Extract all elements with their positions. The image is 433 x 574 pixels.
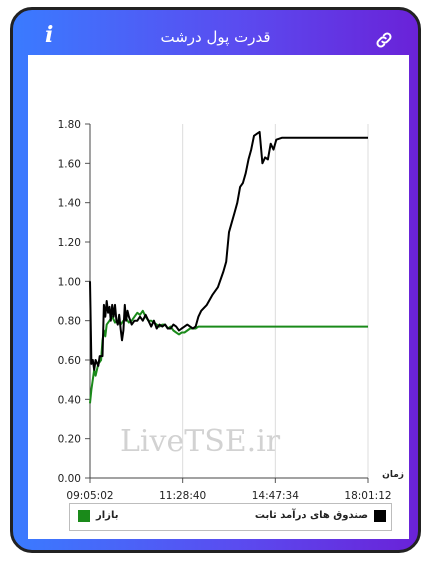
legend-label-fund: صندوق های درآمد ثابت <box>254 510 368 521</box>
y-tick-label: 0.80 <box>58 316 81 328</box>
y-tick-label: 0.00 <box>58 473 81 485</box>
y-tick-label: 1.80 <box>58 119 81 131</box>
x-tick-label: 11:28:40 <box>159 490 206 502</box>
legend-swatch-fund <box>374 510 386 522</box>
x-tick-label: 18:01:12 <box>344 490 391 502</box>
series-line-fund <box>89 130 368 371</box>
legend-item-market[interactable]: بازار <box>78 510 130 524</box>
line-chart: LiveTSE.ir 09:05:02 11:28:40 14:47:34 18:01… <box>58 119 404 502</box>
x-tick-label: 14:47:34 <box>252 490 299 502</box>
chart-panel: LiveTSE.ir 09:05:02 11:28:40 14:47:34 18:01… <box>28 55 409 539</box>
legend-swatch-market <box>78 510 90 522</box>
y-tick-label: 0.60 <box>58 355 81 367</box>
y-tick-label: 1.00 <box>58 276 81 288</box>
y-tick-label: 0.20 <box>58 434 81 446</box>
y-tick-label: 1.60 <box>58 158 81 170</box>
x-axis-label: زمان <box>382 470 404 480</box>
y-tick-label: 1.40 <box>58 198 81 210</box>
y-tick-label: 0.40 <box>58 394 81 406</box>
watermark: LiveTSE.ir <box>120 424 281 459</box>
card-header: i قدرت پول درشت <box>13 10 418 62</box>
info-icon[interactable]: i <box>45 22 54 48</box>
legend-label-market: بازار <box>96 510 119 521</box>
y-tick-label: 1.20 <box>58 237 81 249</box>
link-icon[interactable] <box>374 30 394 50</box>
page-title: قدرت پول درشت <box>160 28 271 46</box>
x-tick-label: 09:05:02 <box>66 490 113 502</box>
legend-item-fund[interactable]: صندوق های درآمد ثابت <box>240 510 386 524</box>
chart-legend: صندوق های درآمد ثابت بازار <box>69 503 392 531</box>
chart-card: i قدرت پول درشت LiveTSE.ir 09:05:02 11:28… <box>10 7 421 553</box>
